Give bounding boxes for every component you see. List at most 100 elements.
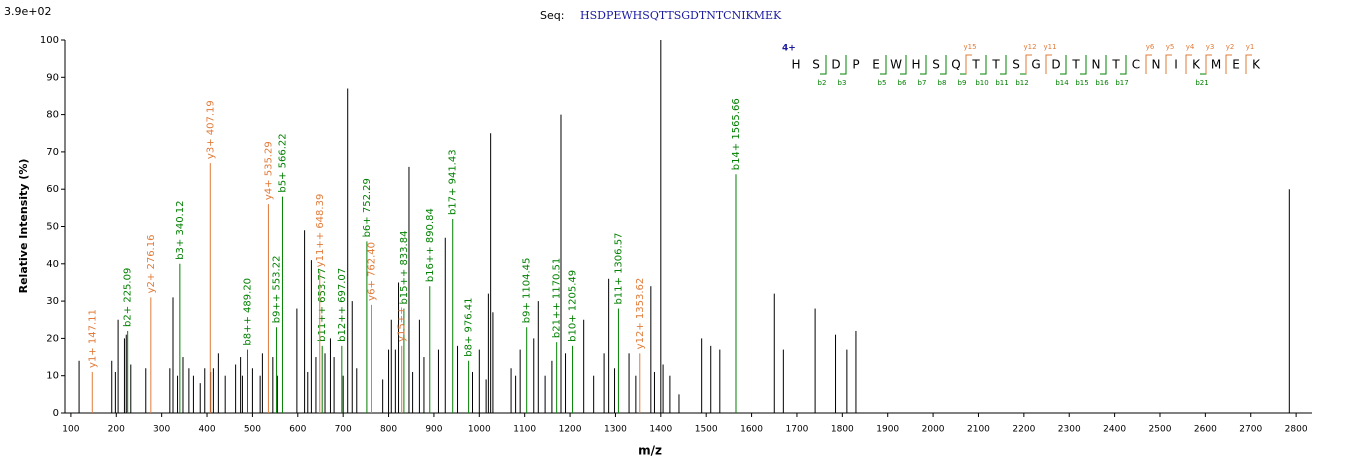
ion-label: b17+ 941.43 [448,149,459,215]
residue: N [1092,58,1101,72]
b-bracket [980,55,987,75]
y-bracket [1165,54,1172,74]
y-marker: y15 [963,43,976,51]
b-bracket [840,55,847,75]
ion-label: b5+ 566.22 [277,133,288,192]
ion-label: b16++ 890.84 [425,208,436,282]
x-axis-label: m/z [638,444,662,458]
residue: H [791,58,800,72]
residue: S [1012,58,1020,72]
y-marker: y1 [1246,43,1255,51]
x-tick-label: 1300 [604,425,627,435]
residue: K [1192,58,1201,72]
b-bracket [820,55,827,75]
residue: K [1252,58,1261,72]
y-bracket [1025,54,1032,74]
residue: H [911,58,920,72]
residue: C [1132,58,1140,72]
y-marker: y5 [1166,43,1175,51]
x-tick-label: 500 [244,425,261,435]
y-bracket [1185,54,1192,74]
b-bracket [920,55,927,75]
residue: W [890,58,902,72]
y-bracket [1225,54,1232,74]
ion-label: b2+ 225.09 [123,268,134,327]
ion-label: b14+ 1565.66 [731,98,742,170]
residue: P [852,58,859,72]
x-tick-label: 900 [425,425,442,435]
ion-label: y1+ 147.11 [87,309,98,368]
x-tick-label: 400 [198,425,215,435]
residue: Q [951,58,960,72]
x-tick-label: 1200 [559,425,582,435]
y-bracket [1045,54,1052,74]
x-tick-label: 200 [108,425,125,435]
ion-label: b3+ 340.12 [175,201,186,260]
b-bracket [1200,55,1207,75]
y-bracket [1245,54,1252,74]
y-tick-label: 70 [46,147,59,158]
x-tick-label: 2100 [967,425,990,435]
y-marker: y4 [1186,43,1195,51]
residue: T [991,58,1000,72]
residue: N [1152,58,1161,72]
x-tick-label: 100 [62,425,79,435]
y-axis-label: Relative Intensity (%) [17,159,30,294]
residue: G [1031,58,1040,72]
b-marker: b2 [818,79,827,87]
b-marker: b17 [1115,79,1128,87]
ion-label: y4+ 535.29 [263,141,274,200]
x-tick-label: 1100 [513,425,536,435]
ion-label: b15++ 833.84 [399,231,410,305]
y-tick-label: 90 [46,72,59,83]
b-bracket [940,55,947,75]
y-tick-label: 30 [46,296,59,307]
ion-label: b21++ 1170.51 [552,258,563,338]
y-tick-label: 80 [46,110,59,121]
x-tick-label: 1500 [695,425,718,435]
y-marker: y3 [1206,43,1215,51]
residue: E [872,58,880,72]
b-marker: b12 [1015,79,1028,87]
b-marker: b16 [1095,79,1109,87]
title: Seq: [540,9,564,22]
b-bracket [1120,55,1127,75]
x-tick-label: 1900 [876,425,899,435]
y-tick-label: 40 [46,259,59,270]
x-tick-label: 800 [380,425,397,435]
x-tick-label: 2300 [1058,425,1081,435]
b-bracket [960,55,967,75]
ion-label: b11+ 1306.57 [613,233,624,305]
residue: D [831,58,840,72]
y-marker: y2 [1226,43,1235,51]
ion-label: b8+ 976.41 [464,298,475,357]
y-tick-label: 0 [53,408,59,419]
x-tick-label: 1400 [649,425,672,435]
b-marker: b11 [995,79,1008,87]
ion-label: y6+ 762.40 [366,242,377,301]
residue: S [812,58,820,72]
y-tick-label: 50 [46,222,59,233]
b-marker: b15 [1075,79,1088,87]
x-tick-label: 1800 [831,425,854,435]
ion-label: b11++ 653.77 [317,268,328,342]
x-tick-label: 2000 [922,425,945,435]
x-tick-label: 1700 [786,425,809,435]
y-marker: y12 [1023,43,1036,51]
residue: M [1211,58,1221,72]
ion-label: y11++ 648.39 [315,194,326,268]
residue: D [1051,58,1060,72]
b-marker: b8 [938,79,947,87]
ion-label: y3+ 407.19 [205,100,216,159]
b-marker: b9 [958,79,967,87]
x-tick-label: 1600 [740,425,763,435]
y-tick-label: 60 [46,184,59,195]
b-bracket [1100,55,1107,75]
y-tick-label: 100 [40,35,59,46]
b-bracket [880,55,887,75]
x-tick-label: 1000 [468,425,491,435]
y-marker: y11 [1043,43,1056,51]
ion-label: y12+ 1353.62 [635,278,646,350]
x-tick-label: 700 [335,425,352,435]
